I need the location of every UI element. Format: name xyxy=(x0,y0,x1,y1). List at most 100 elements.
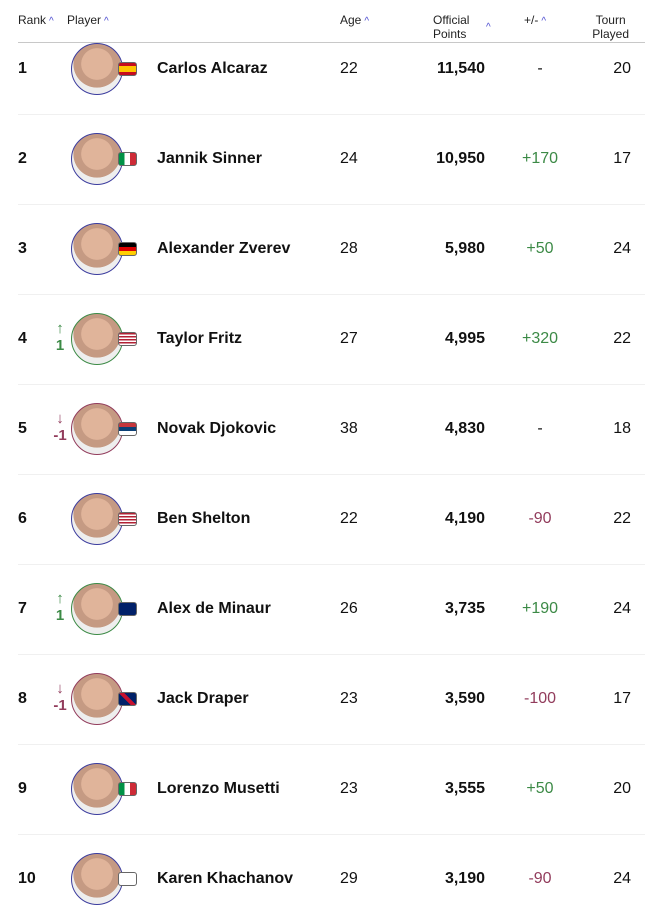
player-avatar[interactable] xyxy=(71,493,123,545)
rank: 4 xyxy=(18,330,27,347)
official-points: 3,590 xyxy=(444,690,485,707)
player-name[interactable]: Carlos Alcaraz xyxy=(157,60,268,77)
player-name[interactable]: Novak Djokovic xyxy=(157,420,277,437)
tournaments-played: 17 xyxy=(613,690,631,707)
tournaments-played: 22 xyxy=(613,510,631,527)
player-name[interactable]: Jannik Sinner xyxy=(157,150,262,167)
table-row[interactable]: 5 ↓ -1 Novak Djokovic 38 4,830 - 18 xyxy=(18,384,645,475)
flag-icon xyxy=(118,872,137,886)
player-avatar[interactable] xyxy=(71,763,123,815)
sort-change[interactable]: +/- ^ xyxy=(524,13,547,27)
rank: 9 xyxy=(18,780,27,797)
points-change: +320 xyxy=(521,330,559,347)
sort-age[interactable]: Age ^ xyxy=(340,13,370,27)
player-name[interactable]: Taylor Fritz xyxy=(157,330,243,347)
sort-rank[interactable]: Rank ^ xyxy=(18,13,54,27)
table-row[interactable]: 7 ↑ 1 Alex de Minaur 26 3,735 +190 24 xyxy=(18,564,645,655)
points-change: +50 xyxy=(526,780,554,797)
rank: 10 xyxy=(18,870,36,887)
points-change: - xyxy=(537,420,543,437)
official-points: 10,950 xyxy=(436,150,485,167)
points-change: -90 xyxy=(528,510,552,527)
official-points: 11,540 xyxy=(436,60,485,77)
age: 28 xyxy=(340,240,358,257)
official-points: 3,555 xyxy=(444,780,485,797)
rank-movement: ↓ -1 xyxy=(53,410,67,444)
player-name[interactable]: Jack Draper xyxy=(157,690,249,707)
sort-icon: ^ xyxy=(49,16,54,27)
age: 26 xyxy=(340,600,358,617)
player-avatar[interactable] xyxy=(71,223,123,275)
sort-player[interactable]: Player ^ xyxy=(67,13,109,27)
table-row[interactable]: 1 Carlos Alcaraz 22 11,540 - 20 xyxy=(18,24,645,115)
arrow-up-icon: ↑ xyxy=(56,590,64,607)
player-avatar[interactable] xyxy=(71,43,123,95)
tournaments-played: 17 xyxy=(613,150,631,167)
flag-icon xyxy=(118,422,137,436)
player-name[interactable]: Alexander Zverev xyxy=(157,240,291,257)
sort-points[interactable]: Official Points ^ xyxy=(433,13,491,41)
rank: 3 xyxy=(18,240,27,257)
flag-icon xyxy=(118,602,137,616)
arrow-down-icon: ↓ xyxy=(56,680,64,697)
rank: 5 xyxy=(18,420,27,437)
rank: 2 xyxy=(18,150,27,167)
points-change: +170 xyxy=(521,150,559,167)
rank: 8 xyxy=(18,690,27,707)
table-row[interactable]: 6 Ben Shelton 22 4,190 -90 22 xyxy=(18,474,645,565)
player-name[interactable]: Ben Shelton xyxy=(157,510,251,527)
player-avatar[interactable] xyxy=(71,583,123,635)
player-avatar[interactable] xyxy=(71,853,123,905)
tournaments-played: 20 xyxy=(613,60,631,77)
rank: 6 xyxy=(18,510,27,527)
tournaments-played: 22 xyxy=(613,330,631,347)
table-header: Rank ^ Player ^ Age ^ Official Points ^ +/- ^ … xyxy=(18,0,645,43)
age: 38 xyxy=(340,420,358,437)
age: 24 xyxy=(340,150,358,167)
sort-icon: ^ xyxy=(104,16,109,27)
tournaments-played: 24 xyxy=(613,870,631,887)
player-avatar[interactable] xyxy=(71,133,123,185)
table-row[interactable]: 4 ↑ 1 Taylor Fritz 27 4,995 +320 22 xyxy=(18,294,645,385)
sort-icon: ^ xyxy=(364,16,370,27)
points-change: - xyxy=(537,60,543,77)
player-avatar[interactable] xyxy=(71,313,123,365)
table-row[interactable]: 10 Karen Khachanov 29 3,190 -90 24 xyxy=(18,834,645,907)
age: 27 xyxy=(340,330,358,347)
player-name[interactable]: Lorenzo Musetti xyxy=(157,780,280,797)
player-name[interactable]: Karen Khachanov xyxy=(157,870,294,887)
official-points: 3,190 xyxy=(444,870,485,887)
sort-icon: ^ xyxy=(486,22,491,33)
official-points: 4,830 xyxy=(444,420,485,437)
player-name[interactable]: Alex de Minaur xyxy=(157,600,271,617)
points-change: +50 xyxy=(526,240,554,257)
flag-icon xyxy=(118,242,137,256)
rank-movement: ↓ -1 xyxy=(53,680,67,714)
tournaments-played: 20 xyxy=(613,780,631,797)
official-points: 4,190 xyxy=(444,510,485,527)
sort-tourn[interactable]: Tourn Played xyxy=(592,13,629,41)
age: 22 xyxy=(340,510,358,527)
flag-icon xyxy=(118,332,137,346)
official-points: 3,735 xyxy=(444,600,485,617)
tournaments-played: 24 xyxy=(613,600,631,617)
tournaments-played: 24 xyxy=(613,240,631,257)
table-row[interactable]: 8 ↓ -1 Jack Draper 23 3,590 -100 17 xyxy=(18,654,645,745)
sort-icon: ^ xyxy=(541,16,547,27)
flag-icon xyxy=(118,62,137,76)
player-avatar[interactable] xyxy=(71,403,123,455)
official-points: 5,980 xyxy=(444,240,485,257)
flag-icon xyxy=(118,692,137,706)
player-avatar[interactable] xyxy=(71,673,123,725)
rank: 1 xyxy=(18,60,27,77)
table-row[interactable]: 2 Jannik Sinner 24 10,950 +170 17 xyxy=(18,114,645,205)
age: 29 xyxy=(340,870,358,887)
table-row[interactable]: 9 Lorenzo Musetti 23 3,555 +50 20 xyxy=(18,744,645,835)
arrow-up-icon: ↑ xyxy=(56,320,64,337)
arrow-down-icon: ↓ xyxy=(56,410,64,427)
points-change: -100 xyxy=(523,690,557,707)
flag-icon xyxy=(118,152,137,166)
table-row[interactable]: 3 Alexander Zverev 28 5,980 +50 24 xyxy=(18,204,645,295)
flag-icon xyxy=(118,512,137,526)
